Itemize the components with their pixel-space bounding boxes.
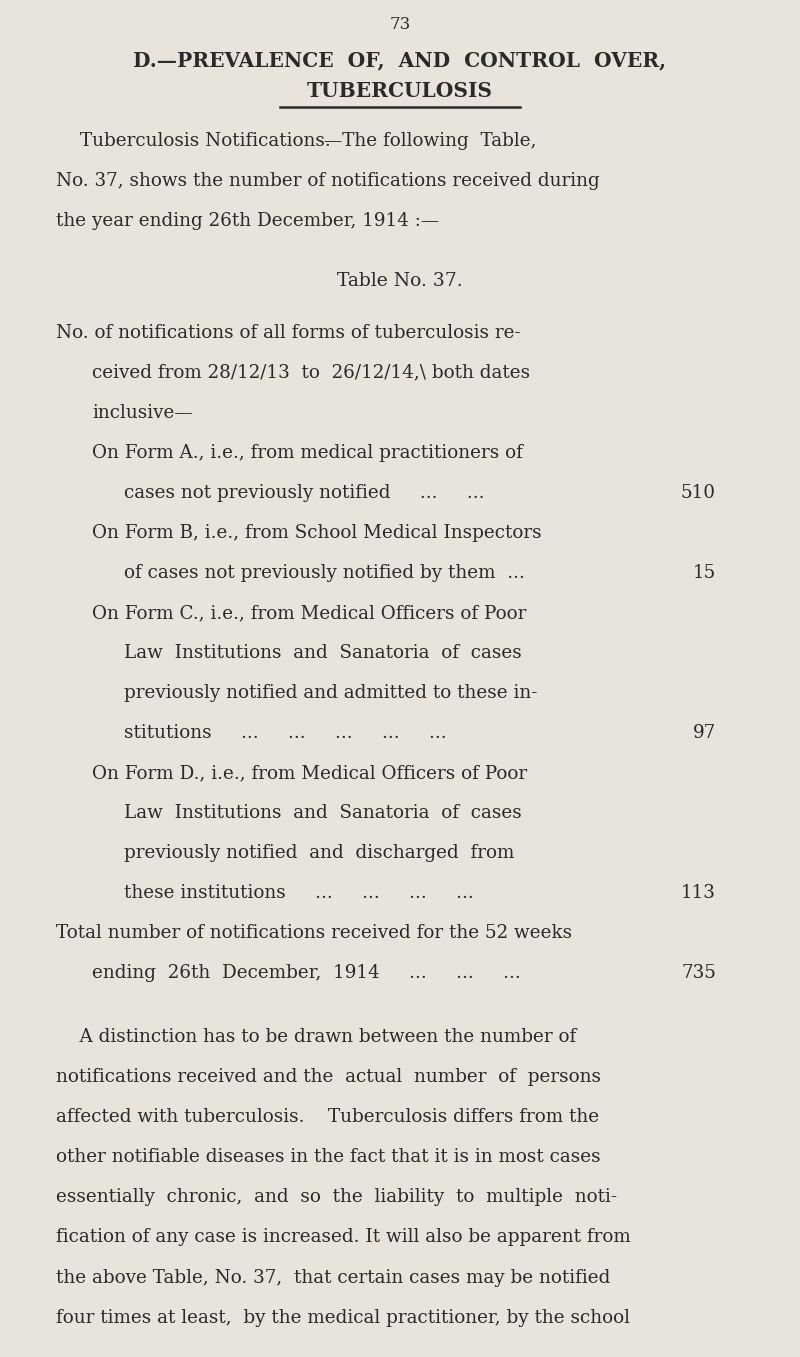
Text: affected with tuberculosis.    Tuberculosis differs from the: affected with tuberculosis. Tuberculosis… (56, 1109, 599, 1126)
Text: 97: 97 (693, 725, 716, 742)
Text: On Form B, i.e., from School Medical Inspectors: On Form B, i.e., from School Medical Ins… (92, 524, 542, 541)
Text: Law  Institutions  and  Sanatoria  of  cases: Law Institutions and Sanatoria of cases (124, 645, 522, 662)
Text: 735: 735 (681, 965, 716, 982)
Text: Law  Institutions  and  Sanatoria  of  cases: Law Institutions and Sanatoria of cases (124, 805, 522, 822)
Text: stitutions     ...     ...     ...     ...     ...: stitutions ... ... ... ... ... (124, 725, 446, 742)
Text: —The following  Table,: —The following Table, (324, 132, 537, 149)
Text: these institutions     ...     ...     ...     ...: these institutions ... ... ... ... (124, 885, 474, 902)
Text: notifications received and the  actual  number  of  persons: notifications received and the actual nu… (56, 1068, 601, 1087)
Text: essentially  chronic,  and  so  the  liability  to  multiple  noti-: essentially chronic, and so the liabilit… (56, 1189, 617, 1206)
Text: 510: 510 (681, 484, 716, 502)
Text: On Form D., i.e., from Medical Officers of Poor: On Form D., i.e., from Medical Officers … (92, 764, 527, 782)
Text: Total number of notifications received for the 52 weeks: Total number of notifications received f… (56, 924, 572, 942)
Text: ceived from 28/12/13  to  26/12/14,\ both dates: ceived from 28/12/13 to 26/12/14,\ both … (92, 364, 530, 381)
Text: Tuberculosis Notifications.: Tuberculosis Notifications. (80, 132, 330, 149)
Text: cases not previously notified     ...     ...: cases not previously notified ... ... (124, 484, 485, 502)
Text: Table No. 37.: Table No. 37. (337, 271, 463, 290)
Text: On Form C., i.e., from Medical Officers of Poor: On Form C., i.e., from Medical Officers … (92, 604, 526, 622)
Text: ending  26th  December,  1914     ...     ...     ...: ending 26th December, 1914 ... ... ... (92, 965, 521, 982)
Text: the above Table, No. 37,  that certain cases may be notified: the above Table, No. 37, that certain ca… (56, 1269, 610, 1286)
Text: 113: 113 (681, 885, 716, 902)
Text: TUBERCULOSIS: TUBERCULOSIS (307, 81, 493, 102)
Text: inclusive—: inclusive— (92, 404, 193, 422)
Text: other notifiable diseases in the fact that it is in most cases: other notifiable diseases in the fact th… (56, 1148, 601, 1167)
Text: 15: 15 (693, 565, 716, 582)
Text: D.—PREVALENCE  OF,  AND  CONTROL  OVER,: D.—PREVALENCE OF, AND CONTROL OVER, (134, 50, 666, 71)
Text: previously notified and admitted to these in-: previously notified and admitted to thes… (124, 684, 538, 702)
Text: of cases not previously notified by them  ...: of cases not previously notified by them… (124, 565, 525, 582)
Text: No. 37, shows the number of notifications received during: No. 37, shows the number of notification… (56, 171, 600, 190)
Text: On Form A., i.e., from medical practitioners of: On Form A., i.e., from medical practitio… (92, 444, 523, 461)
Text: No. of notifications of all forms of tuberculosis re-: No. of notifications of all forms of tub… (56, 324, 521, 342)
Text: A distinction has to be drawn between the number of: A distinction has to be drawn between th… (56, 1029, 576, 1046)
Text: the year ending 26th December, 1914 :—: the year ending 26th December, 1914 :— (56, 212, 439, 229)
Text: fication of any case is increased. It will also be apparent from: fication of any case is increased. It wi… (56, 1228, 630, 1247)
Text: four times at least,  by the medical practitioner, by the school: four times at least, by the medical prac… (56, 1308, 630, 1327)
Text: previously notified  and  discharged  from: previously notified and discharged from (124, 844, 514, 862)
Text: 73: 73 (390, 16, 410, 34)
